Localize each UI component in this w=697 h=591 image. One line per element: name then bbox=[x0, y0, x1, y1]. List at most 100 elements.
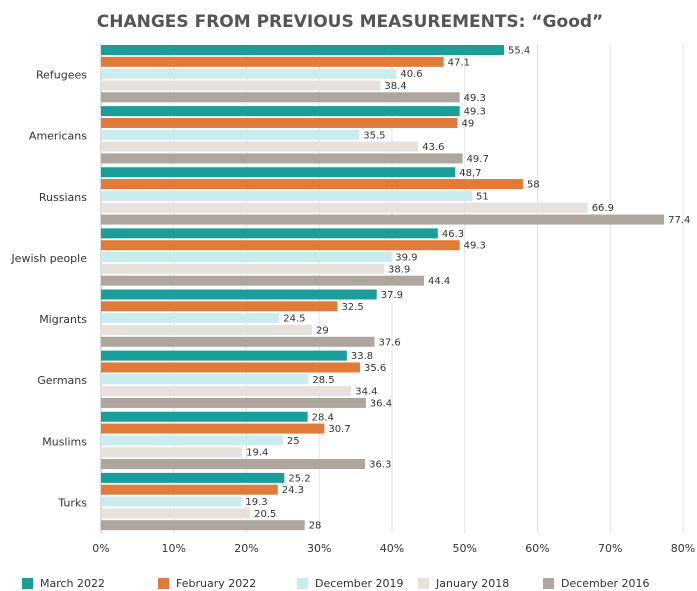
data-label: 24.3 bbox=[282, 485, 304, 496]
legend-label: March 2022 bbox=[40, 577, 105, 590]
data-label: 43.6 bbox=[422, 142, 444, 153]
bar bbox=[101, 214, 665, 225]
data-label: 66.9 bbox=[592, 203, 614, 214]
legend-swatch bbox=[543, 578, 554, 589]
x-tick-label: 0% bbox=[92, 542, 109, 555]
data-label: 37.9 bbox=[381, 290, 403, 301]
data-label: 58 bbox=[527, 180, 540, 191]
bar bbox=[101, 520, 305, 531]
data-label: 36.3 bbox=[369, 460, 391, 471]
bar bbox=[101, 45, 505, 55]
data-label: 19.4 bbox=[246, 448, 268, 459]
y-tick-label: Refugees bbox=[36, 69, 87, 82]
bar bbox=[101, 423, 325, 434]
x-tick-label: 70% bbox=[598, 542, 622, 555]
bar bbox=[101, 106, 460, 117]
bar bbox=[101, 68, 397, 79]
data-label: 34.4 bbox=[355, 387, 377, 398]
bar bbox=[101, 435, 283, 446]
bar bbox=[101, 252, 392, 263]
x-tick-label: 10% bbox=[162, 542, 186, 555]
bar bbox=[101, 92, 460, 103]
legend-swatch bbox=[22, 578, 33, 589]
bar bbox=[101, 179, 523, 190]
bar bbox=[101, 301, 338, 312]
bar bbox=[101, 313, 280, 324]
bar bbox=[101, 153, 463, 164]
data-label: 28.5 bbox=[312, 375, 334, 386]
data-label: 51 bbox=[476, 191, 489, 202]
bar bbox=[101, 336, 375, 347]
data-label: 47.1 bbox=[448, 57, 470, 68]
data-label: 35.6 bbox=[364, 363, 386, 374]
bar bbox=[101, 275, 425, 286]
y-tick-label: Russians bbox=[39, 191, 87, 204]
y-tick-label: Americans bbox=[29, 130, 87, 143]
bar bbox=[101, 459, 366, 470]
data-label: 37.6 bbox=[379, 337, 401, 348]
legend-swatch bbox=[418, 578, 429, 589]
data-label: 48,7 bbox=[459, 168, 481, 179]
x-tick-label: 40% bbox=[380, 542, 404, 555]
data-label: 38.9 bbox=[388, 264, 410, 275]
bar bbox=[101, 484, 278, 495]
bar bbox=[101, 141, 419, 152]
bar bbox=[101, 117, 458, 128]
legend-swatch bbox=[297, 578, 308, 589]
data-label: 39.9 bbox=[395, 253, 417, 264]
bar bbox=[101, 362, 360, 373]
bar bbox=[101, 263, 384, 274]
bar bbox=[101, 508, 251, 519]
y-tick-label: Jewish people bbox=[10, 252, 87, 265]
data-label: 40.6 bbox=[400, 69, 422, 80]
bar bbox=[101, 190, 473, 201]
bar bbox=[101, 374, 309, 385]
bar bbox=[101, 472, 285, 483]
chart-title: CHANGES FROM PREVIOUS MEASUREMENTS: “Goo… bbox=[97, 12, 603, 32]
bar bbox=[101, 129, 360, 140]
bar bbox=[101, 167, 456, 178]
data-label: 55.4 bbox=[508, 46, 530, 57]
y-tick-label: Migrants bbox=[39, 313, 87, 326]
data-label: 25 bbox=[287, 436, 300, 447]
data-label: 46.3 bbox=[442, 229, 464, 240]
data-label: 49.7 bbox=[467, 154, 489, 165]
bar bbox=[101, 324, 312, 335]
bar bbox=[101, 397, 366, 408]
y-tick-label: Turks bbox=[57, 496, 87, 509]
data-label: 30.7 bbox=[328, 424, 350, 435]
data-label: 35.5 bbox=[363, 130, 385, 141]
bar bbox=[101, 350, 347, 361]
data-label: 49.3 bbox=[464, 93, 486, 104]
data-label: 28 bbox=[309, 521, 322, 532]
x-tick-label: 80% bbox=[671, 542, 695, 555]
legend-label: December 2019 bbox=[315, 577, 404, 590]
data-label: 20.5 bbox=[254, 509, 276, 520]
bar bbox=[101, 496, 242, 507]
data-label: 28.4 bbox=[312, 412, 334, 423]
x-tick-label: 20% bbox=[234, 542, 258, 555]
bar bbox=[101, 56, 444, 67]
bar bbox=[101, 80, 381, 91]
bar bbox=[101, 447, 243, 458]
data-label: 29 bbox=[316, 325, 329, 336]
data-label: 38.4 bbox=[384, 81, 406, 92]
bar bbox=[101, 411, 308, 422]
data-label: 33.8 bbox=[351, 351, 373, 362]
data-label: 49 bbox=[461, 118, 474, 129]
x-tick-label: 30% bbox=[307, 542, 331, 555]
bar bbox=[101, 386, 352, 397]
bar bbox=[101, 240, 460, 251]
data-label: 36.4 bbox=[370, 398, 392, 409]
data-label: 19.3 bbox=[245, 497, 267, 508]
legend-label: February 2022 bbox=[176, 577, 256, 590]
data-label: 25.2 bbox=[288, 473, 310, 484]
bar bbox=[101, 228, 438, 239]
legend-label: December 2016 bbox=[561, 577, 650, 590]
data-label: 24.5 bbox=[283, 314, 305, 325]
y-tick-label: Muslims bbox=[42, 435, 87, 448]
bar bbox=[101, 202, 588, 213]
legend-swatch bbox=[158, 578, 169, 589]
data-label: 49.3 bbox=[464, 107, 486, 118]
